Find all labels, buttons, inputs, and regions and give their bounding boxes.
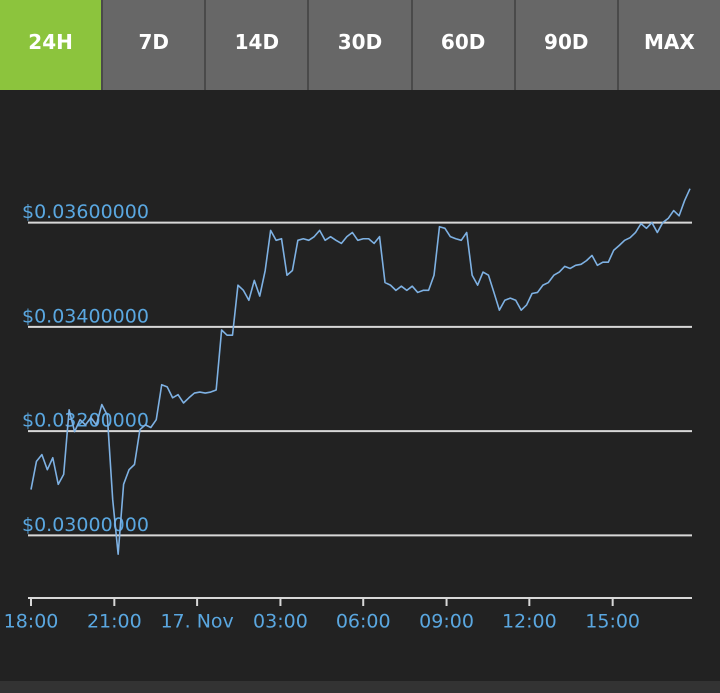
range-tab[interactable]: 90D: [515, 0, 619, 90]
range-tab[interactable]: MAX: [618, 0, 720, 90]
price-line: [30, 188, 691, 555]
range-tab[interactable]: 60D: [412, 0, 516, 90]
range-tab[interactable]: 14D: [206, 0, 310, 90]
x-tick-label: 21:00: [87, 611, 142, 633]
y-tick-label: $0.03400000: [22, 305, 149, 327]
y-tick-label: $0.03000000: [22, 514, 149, 536]
range-tab[interactable]: 7D: [103, 0, 207, 90]
y-tick-label: $0.03600000: [22, 201, 149, 223]
chart: $0.03000000 $0.03200000 $0.03400000 $0.0360…: [4, 188, 692, 633]
y-tick-label: $0.03200000: [22, 410, 149, 432]
x-tick-label: 17. Nov: [160, 611, 233, 633]
x-tick-label: 12:00: [502, 611, 557, 633]
footer-bar: [0, 681, 720, 693]
x-tick-label: 18:00: [4, 611, 59, 633]
x-tick-label: 09:00: [419, 611, 474, 633]
range-tab[interactable]: 30D: [309, 0, 413, 90]
range-tab[interactable]: 24H: [0, 0, 104, 90]
x-tick-label: 15:00: [585, 611, 640, 633]
x-tick-label: 06:00: [336, 611, 391, 633]
x-tick-label: 03:00: [253, 611, 308, 633]
range-tabs: 24H 7D 14D 30D 60D 90D MAX: [0, 0, 720, 90]
